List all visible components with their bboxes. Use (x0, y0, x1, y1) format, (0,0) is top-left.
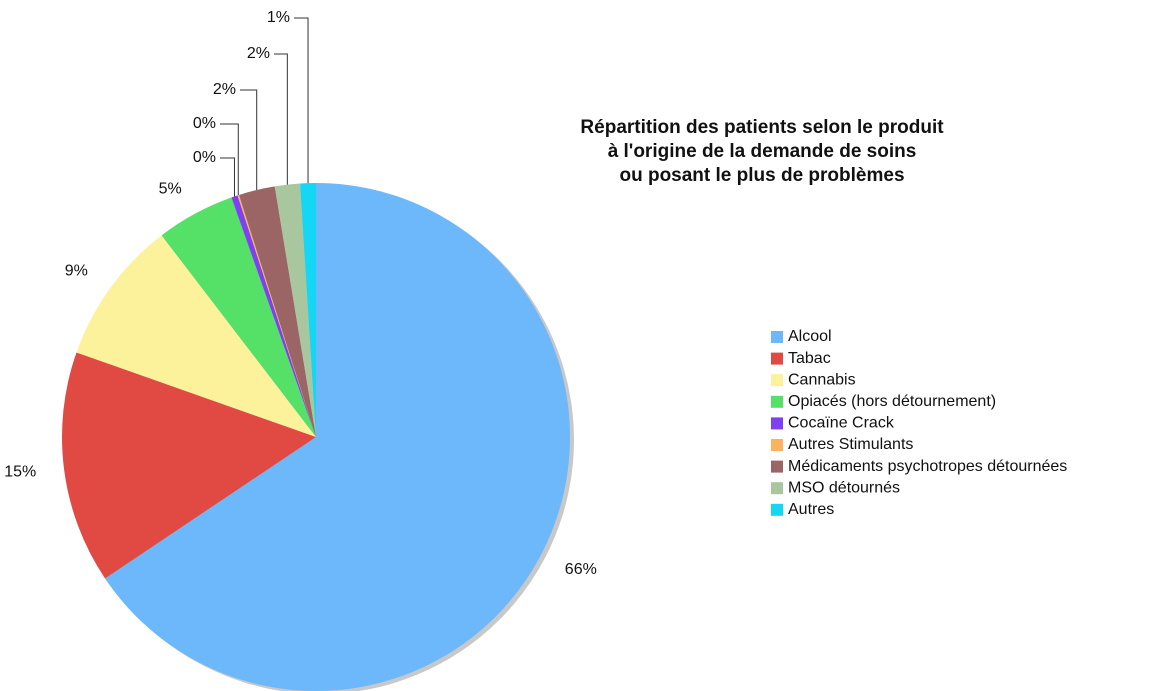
data-label: 5% (159, 180, 182, 197)
pie-slice (76, 235, 316, 437)
legend-swatch (771, 482, 783, 495)
leader-line (274, 53, 288, 185)
pie-slice (161, 197, 316, 437)
pie-slice (237, 194, 316, 437)
pie-slice (239, 186, 316, 437)
leader-line (294, 17, 309, 184)
pie-slice (274, 183, 316, 437)
data-label: 2% (247, 45, 270, 62)
data-label: 0% (193, 149, 216, 166)
chart-title: ou posant le plus de problèmes (619, 165, 904, 186)
data-label: 66% (565, 561, 597, 578)
data-label: 1% (267, 9, 290, 26)
legend-swatch (771, 503, 783, 516)
leader-line (240, 89, 258, 191)
leader-line (220, 157, 235, 197)
chart-title: Répartition des patients selon le produi… (580, 117, 944, 138)
legend-label: Autres Stimulants (788, 436, 913, 453)
legend-swatch (771, 417, 783, 430)
legend-label: Médicaments psychotropes détournées (788, 458, 1067, 475)
pie-slice (62, 352, 316, 579)
legend-swatch (771, 352, 783, 365)
chart-title: à l'origine de la demande de soins (608, 141, 917, 162)
pie-slice (231, 195, 316, 437)
pie-slice (300, 183, 316, 437)
legend-label: Autres (788, 501, 834, 518)
legend-swatch (771, 395, 783, 408)
data-label: 9% (65, 262, 88, 279)
legend-label: Opiacés (hors détournement) (788, 393, 996, 410)
legend-swatch (771, 460, 783, 473)
legend-swatch (771, 439, 783, 451)
legend-label: Cocaïne Crack (788, 415, 895, 432)
legend-swatch (771, 331, 783, 343)
legend-label: Cannabis (788, 371, 856, 388)
data-label: 15% (4, 464, 36, 481)
pie-slice (105, 183, 570, 691)
legend-label: MSO détournés (788, 479, 900, 496)
legend-label: Tabac (788, 350, 831, 367)
leader-line (220, 123, 239, 196)
legend-label: Alcool (788, 328, 832, 345)
data-label: 0% (193, 115, 216, 132)
legend-swatch (771, 374, 783, 387)
data-label: 2% (213, 81, 236, 98)
